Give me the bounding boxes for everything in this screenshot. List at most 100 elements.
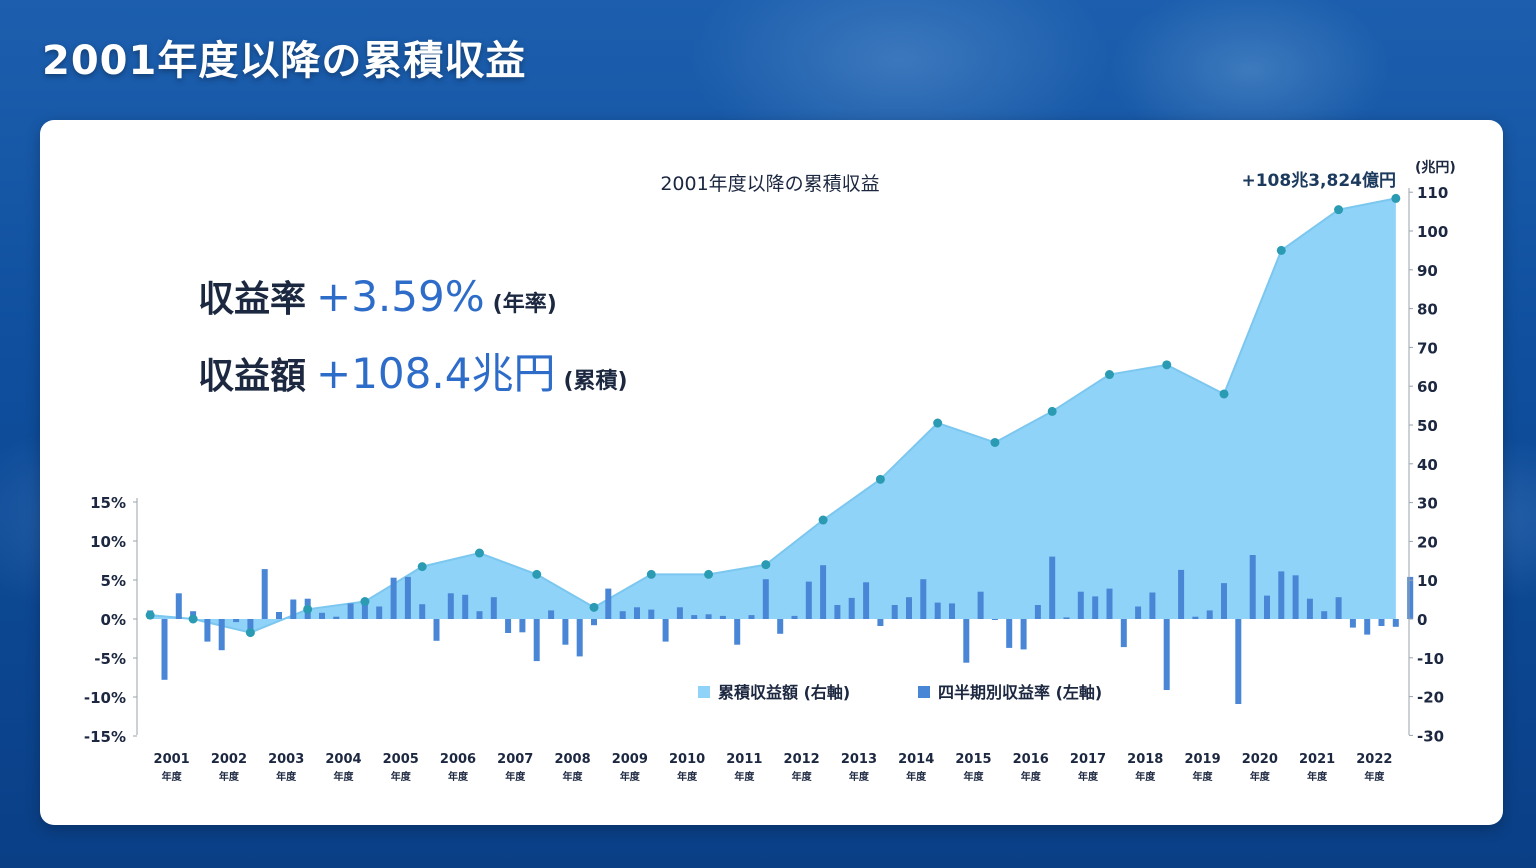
left-axis-tick-label: -5% — [94, 650, 126, 668]
quarterly-return-bar — [691, 615, 698, 619]
legend-label-bar: 四半期別収益率 (左軸) — [938, 683, 1102, 702]
quarterly-return-bar — [1235, 619, 1242, 704]
cumulative-point — [1047, 406, 1057, 416]
x-year-label: 2007 — [497, 752, 533, 767]
cumulative-point — [875, 474, 885, 484]
x-year-label: 2002 — [211, 752, 247, 767]
quarterly-return-bar — [1349, 619, 1356, 628]
x-year-sub-label: 年度 — [1364, 770, 1385, 783]
x-year-sub-label: 年度 — [849, 770, 870, 783]
cumulative-point — [1334, 205, 1344, 215]
quarterly-return-bar — [1049, 556, 1056, 619]
quarterly-return-bar — [1335, 597, 1342, 619]
x-year-label: 2009 — [612, 752, 648, 767]
quarterly-return-bar — [1092, 596, 1099, 619]
quarterly-return-bar — [676, 607, 683, 619]
cumulative-point — [761, 560, 771, 570]
legend-swatch-bar — [918, 686, 930, 698]
x-year-sub-label: 年度 — [1135, 770, 1156, 783]
right-axis-tick-label: 80 — [1417, 301, 1438, 319]
right-axis-tick-label: 60 — [1417, 378, 1438, 396]
quarterly-return-bar — [934, 602, 941, 619]
right-axis-tick-label: 100 — [1417, 223, 1448, 241]
quarterly-return-bar — [920, 579, 927, 619]
x-year-sub-label: 年度 — [333, 770, 354, 783]
quarterly-return-bar — [762, 579, 769, 619]
quarterly-return-bar — [476, 611, 483, 619]
cumulative-point — [990, 437, 1000, 447]
quarterly-return-bar — [619, 611, 626, 619]
kpi-return-amount-note: (累積) — [563, 369, 628, 394]
quarterly-return-bar — [1278, 571, 1285, 619]
right-axis-tick-label: 10 — [1417, 572, 1438, 590]
quarterly-return-bar — [533, 619, 540, 662]
left-axis-tick-label: -10% — [84, 689, 126, 707]
kpi-return-amount: 収益額 +108.4兆円 (累積) — [198, 340, 628, 401]
quarterly-return-bar — [805, 581, 812, 619]
x-year-sub-label: 年度 — [1307, 770, 1328, 783]
quarterly-return-bar — [390, 577, 397, 619]
cumulative-point — [646, 569, 656, 579]
quarterly-return-bar — [1249, 555, 1256, 619]
quarterly-return-bar — [175, 593, 182, 619]
quarterly-return-bar — [1306, 598, 1313, 619]
left-axis-tick-label: 5% — [101, 572, 126, 590]
quarterly-return-bar — [218, 619, 225, 651]
quarterly-return-bar — [791, 615, 798, 619]
quarterly-return-bar — [1120, 619, 1127, 648]
x-year-label: 2021 — [1299, 752, 1335, 767]
right-axis-tick-label: 0 — [1417, 611, 1427, 629]
quarterly-return-bar — [963, 619, 970, 663]
kpi-return-rate: 収益率 +3.59% (年率) — [198, 270, 557, 322]
quarterly-return-bar — [662, 619, 669, 642]
cumulative-point — [145, 610, 155, 620]
cumulative-point — [532, 569, 542, 579]
quarterly-return-bar — [1178, 569, 1185, 619]
quarterly-return-bar — [290, 599, 297, 619]
left-axis-tick-label: -15% — [84, 728, 126, 746]
quarterly-return-bar — [562, 619, 569, 645]
x-year-label: 2020 — [1242, 752, 1278, 767]
quarterly-return-bar — [233, 619, 240, 623]
quarterly-return-bar — [1163, 619, 1170, 690]
cumulative-point — [589, 602, 599, 612]
quarterly-return-bar — [548, 610, 555, 619]
cumulative-point — [360, 597, 370, 607]
x-year-sub-label: 年度 — [219, 770, 240, 783]
cumulative-point — [818, 515, 828, 525]
right-axis-tick-label: -10 — [1417, 650, 1444, 668]
x-year-label: 2004 — [325, 752, 361, 767]
quarterly-return-bar — [204, 619, 211, 642]
left-axis-tick-label: 0% — [101, 611, 126, 629]
legend-swatch-area — [698, 686, 710, 698]
cumulative-point — [188, 614, 198, 624]
quarterly-return-bar — [1292, 575, 1299, 619]
chart-callout: +108兆3,824億円 — [1241, 170, 1396, 191]
quarterly-return-bar — [404, 576, 411, 619]
cumulative-point — [1276, 245, 1286, 255]
quarterly-return-bar — [576, 619, 583, 657]
quarterly-return-bar — [848, 597, 855, 619]
quarterly-return-bar — [877, 619, 884, 626]
x-year-sub-label: 年度 — [448, 770, 469, 783]
kpi-return-rate-label: 収益率 — [198, 279, 307, 320]
quarterly-return-bar — [906, 597, 912, 619]
right-axis-tick-label: 70 — [1417, 339, 1438, 357]
quarterly-return-bar — [1135, 606, 1142, 619]
cumulative-point — [704, 569, 714, 579]
quarterly-return-bar — [1106, 588, 1113, 619]
cumulative-point — [417, 562, 427, 572]
x-year-label: 2003 — [268, 752, 304, 767]
x-year-sub-label: 年度 — [677, 770, 698, 783]
legend-label-area: 累積収益額 (右軸) — [718, 683, 850, 702]
page-title: 2001年度以降の累積収益 — [42, 38, 527, 84]
x-year-label: 2013 — [841, 752, 877, 767]
x-year-label: 2017 — [1070, 752, 1106, 767]
kpi-return-amount-value: +108.4兆円 — [316, 349, 556, 398]
quarterly-return-bar — [1063, 617, 1070, 619]
quarterly-return-bar — [977, 591, 984, 619]
x-year-label: 2016 — [1013, 752, 1049, 767]
quarterly-return-bar — [519, 619, 526, 633]
quarterly-return-bar — [347, 603, 354, 619]
quarterly-return-bar — [1378, 619, 1385, 626]
